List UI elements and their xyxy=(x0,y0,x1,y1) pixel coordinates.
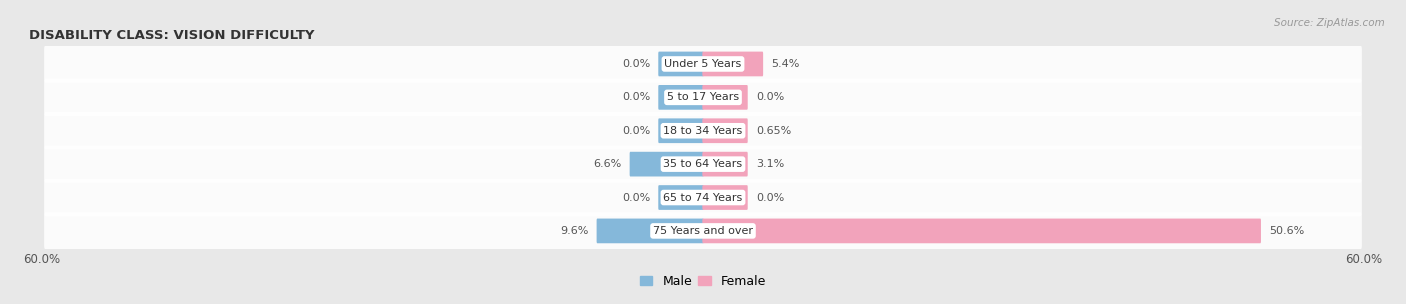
Text: 0.65%: 0.65% xyxy=(756,126,792,136)
FancyBboxPatch shape xyxy=(703,52,763,76)
Text: 0.0%: 0.0% xyxy=(756,92,785,102)
Text: DISABILITY CLASS: VISION DIFFICULTY: DISABILITY CLASS: VISION DIFFICULTY xyxy=(30,29,315,42)
FancyBboxPatch shape xyxy=(658,52,703,76)
FancyBboxPatch shape xyxy=(44,179,1362,216)
Legend: Male, Female: Male, Female xyxy=(640,275,766,288)
Text: 0.0%: 0.0% xyxy=(621,59,650,69)
FancyBboxPatch shape xyxy=(658,85,703,110)
Text: 18 to 34 Years: 18 to 34 Years xyxy=(664,126,742,136)
Text: 0.0%: 0.0% xyxy=(621,92,650,102)
FancyBboxPatch shape xyxy=(703,185,748,210)
Text: 0.0%: 0.0% xyxy=(756,192,785,202)
Text: 6.6%: 6.6% xyxy=(593,159,621,169)
Text: 5.4%: 5.4% xyxy=(772,59,800,69)
FancyBboxPatch shape xyxy=(44,112,1362,150)
Text: 75 Years and over: 75 Years and over xyxy=(652,226,754,236)
FancyBboxPatch shape xyxy=(658,118,703,143)
FancyBboxPatch shape xyxy=(44,145,1362,183)
Text: 35 to 64 Years: 35 to 64 Years xyxy=(664,159,742,169)
Text: 9.6%: 9.6% xyxy=(560,226,589,236)
FancyBboxPatch shape xyxy=(703,85,748,110)
Text: 50.6%: 50.6% xyxy=(1270,226,1305,236)
FancyBboxPatch shape xyxy=(44,45,1362,83)
Text: Source: ZipAtlas.com: Source: ZipAtlas.com xyxy=(1274,18,1385,28)
FancyBboxPatch shape xyxy=(703,118,748,143)
FancyBboxPatch shape xyxy=(596,219,703,243)
FancyBboxPatch shape xyxy=(44,212,1362,250)
Text: 5 to 17 Years: 5 to 17 Years xyxy=(666,92,740,102)
FancyBboxPatch shape xyxy=(44,79,1362,116)
Text: 3.1%: 3.1% xyxy=(756,159,785,169)
Text: 0.0%: 0.0% xyxy=(621,126,650,136)
FancyBboxPatch shape xyxy=(703,219,1261,243)
FancyBboxPatch shape xyxy=(703,152,748,177)
FancyBboxPatch shape xyxy=(630,152,703,177)
Text: Under 5 Years: Under 5 Years xyxy=(665,59,741,69)
Text: 65 to 74 Years: 65 to 74 Years xyxy=(664,192,742,202)
FancyBboxPatch shape xyxy=(658,185,703,210)
Text: 0.0%: 0.0% xyxy=(621,192,650,202)
